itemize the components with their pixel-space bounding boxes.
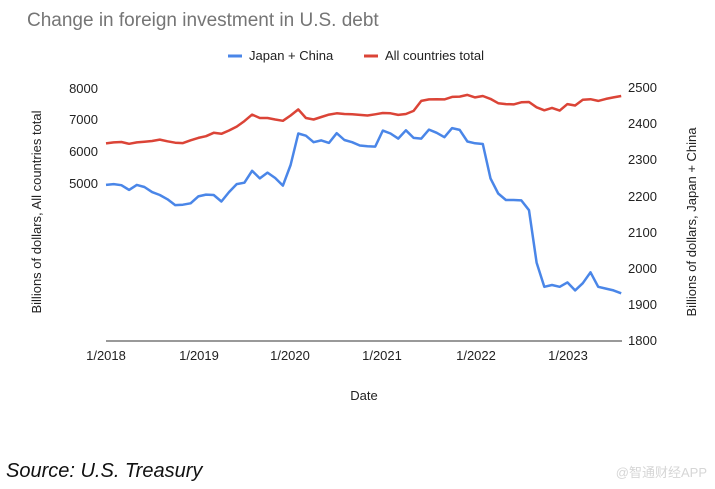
x-tick-label: 1/2019 [179,348,219,363]
right-y-axis: 1800 1900 2000 2100 2200 2300 2400 2500 [628,80,657,348]
right-tick-label: 2500 [628,80,657,95]
right-tick-label: 1800 [628,333,657,348]
x-tick-label: 1/2023 [548,348,588,363]
series-line-all-countries-total [105,93,622,146]
right-tick-label: 2200 [628,189,657,204]
chart-title: Change in foreign investment in U.S. deb… [27,10,379,31]
left-y-axis: 5000 6000 7000 8000 [69,81,98,191]
x-tick-label: 1/2022 [456,348,496,363]
x-axis-title: Date [350,388,377,403]
left-tick-label: 8000 [69,81,98,96]
right-tick-label: 2300 [628,152,657,167]
watermark: @智通财经APP [615,465,707,480]
left-y-axis-title: Billions of dollars, All countries total [29,110,44,313]
right-tick-label: 1900 [628,297,657,312]
right-tick-label: 2100 [628,225,657,240]
source-note: Source: U.S. Treasury [6,460,203,482]
x-tick-label: 1/2021 [362,348,402,363]
x-tick-label: 1/2020 [270,348,310,363]
right-tick-label: 2400 [628,116,657,131]
series-line-japan-china [105,126,622,295]
left-tick-label: 5000 [69,176,98,191]
legend: Japan + China All countries total [228,48,484,63]
legend-label-all-countries: All countries total [385,48,484,63]
series-layer [105,93,622,295]
legend-label-japan-china: Japan + China [249,48,334,63]
left-tick-label: 7000 [69,112,98,127]
right-tick-label: 2000 [628,261,657,276]
left-tick-label: 6000 [69,144,98,159]
right-y-axis-title: Billions of dollars, Japan + China [684,127,699,317]
x-axis: 1/2018 1/2019 1/2020 1/2021 1/2022 1/202… [86,348,588,363]
x-tick-label: 1/2018 [86,348,126,363]
